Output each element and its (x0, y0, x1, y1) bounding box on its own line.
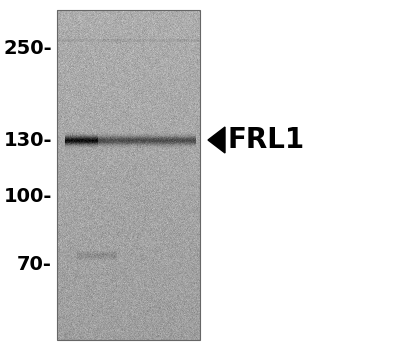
Text: FRL1: FRL1 (228, 126, 305, 154)
Polygon shape (208, 127, 225, 153)
Text: 100-: 100- (4, 187, 52, 206)
Text: 130-: 130- (4, 131, 52, 150)
Bar (57, 10, 200, 340)
Text: 70-: 70- (17, 256, 52, 275)
Text: 250-: 250- (3, 39, 52, 57)
